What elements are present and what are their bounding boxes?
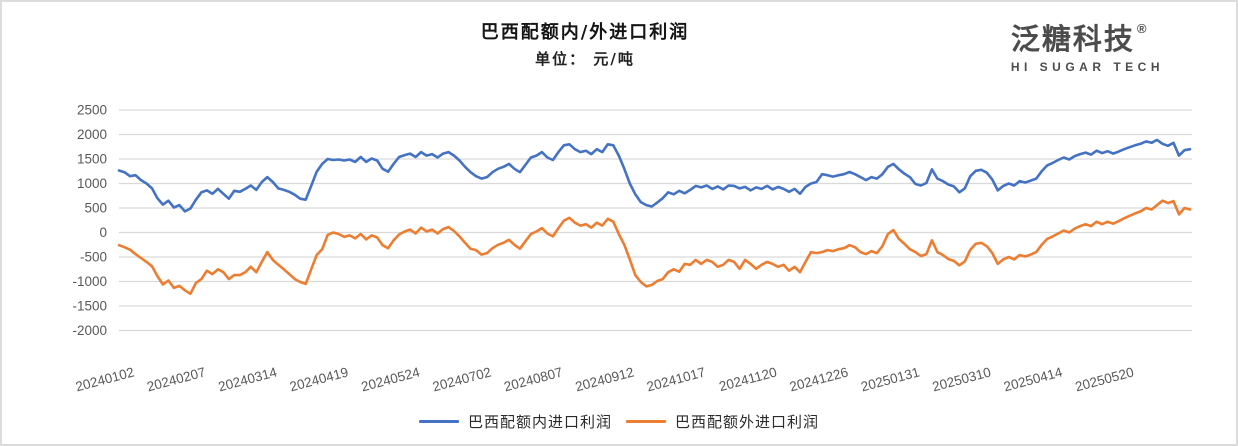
y-tick-label: -2000 bbox=[72, 323, 107, 338]
y-tick-label: 2000 bbox=[77, 127, 107, 142]
logo-tagline: HI SUGAR TECH bbox=[1010, 60, 1164, 74]
hi-sugar-tech-logo: 泛糖科技 ® HI SUGAR TECH bbox=[1010, 22, 1164, 74]
legend-item-in-quota: 巴西配额内进口利润 bbox=[418, 411, 612, 432]
y-tick-label: -1500 bbox=[72, 299, 107, 314]
blue-legend-line-icon bbox=[418, 420, 459, 423]
x-tick-label: 20240912 bbox=[574, 364, 636, 394]
chart-subtitle: 单位： 元/吨 bbox=[535, 50, 635, 68]
x-tick-label: 20240314 bbox=[217, 364, 279, 394]
y-tick-label: 1500 bbox=[77, 152, 107, 167]
registered-trademark-icon: ® bbox=[1136, 21, 1147, 36]
orange-legend-line-icon bbox=[626, 420, 666, 423]
y-axis-tick-labels: 2500 2000 1500 1000 500 0 -500 -1000 -1500 -2000 bbox=[72, 103, 107, 339]
legend-label-out-quota: 巴西配额外进口利润 bbox=[675, 413, 820, 431]
x-tick-label: 20250310 bbox=[931, 364, 993, 394]
chart-title: 巴西配额内/外进口利润 bbox=[480, 22, 690, 43]
x-tick-label: 20240524 bbox=[359, 364, 421, 394]
x-tick-label: 20250131 bbox=[859, 364, 921, 394]
out-quota-profit-line bbox=[117, 199, 1192, 296]
gridlines bbox=[119, 109, 1192, 332]
x-tick-label: 20240102 bbox=[74, 364, 136, 394]
in-quota-profit-line bbox=[117, 138, 1192, 213]
chart-legend: 巴西配额内进口利润 巴西配额外进口利润 bbox=[2, 411, 1236, 432]
y-tick-label: 1000 bbox=[77, 176, 107, 191]
x-tick-label: 20250520 bbox=[1073, 364, 1135, 394]
x-tick-label: 20241226 bbox=[788, 364, 850, 394]
y-tick-label: 0 bbox=[99, 225, 107, 240]
legend-item-out-quota: 巴西配额外进口利润 bbox=[626, 411, 819, 432]
legend-label-in-quota: 巴西配额内进口利润 bbox=[467, 413, 612, 431]
x-tick-label: 20240207 bbox=[145, 364, 207, 394]
x-tick-label: 20241017 bbox=[645, 364, 707, 394]
x-tick-label: 20240419 bbox=[288, 364, 350, 394]
x-axis-tick-labels: 20240102 20240207 20240314 20240419 20240524… bbox=[74, 364, 1136, 394]
x-tick-label: 20240807 bbox=[502, 364, 564, 394]
logo-brand-text: 泛糖科技 bbox=[1010, 24, 1135, 56]
x-tick-label: 20240702 bbox=[431, 364, 493, 394]
x-tick-label: 20250414 bbox=[1002, 364, 1064, 394]
y-tick-label: -500 bbox=[80, 250, 107, 265]
x-tick-label: 20241120 bbox=[717, 364, 778, 394]
y-tick-label: 500 bbox=[84, 201, 107, 216]
y-tick-label: 2500 bbox=[77, 103, 107, 118]
y-tick-label: -1000 bbox=[72, 274, 107, 289]
